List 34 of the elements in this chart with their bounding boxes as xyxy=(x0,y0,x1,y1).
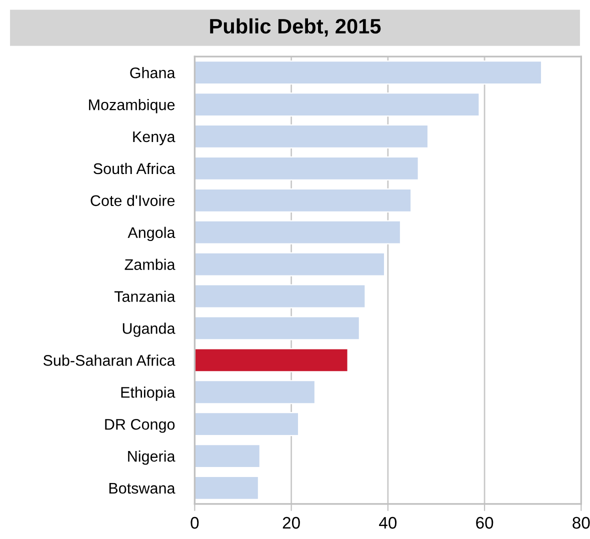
bar xyxy=(194,412,300,436)
x-tick-label: 60 xyxy=(476,516,494,529)
x-tick-label: 20 xyxy=(282,516,300,529)
y-tick-label: DR Congo xyxy=(105,418,175,433)
x-tick-label: 0 xyxy=(190,516,199,529)
y-tick-label: Sub-Saharan Africa xyxy=(43,354,176,366)
bar xyxy=(194,92,480,117)
y-tick-label: Nigeria xyxy=(128,450,176,465)
bar xyxy=(194,124,429,149)
y-tick-label: Uganda xyxy=(122,322,176,337)
y-tick-label: Ethiopia xyxy=(121,386,176,401)
y-tick-label: Mozambique xyxy=(89,98,175,114)
x-tick-label: 40 xyxy=(379,516,397,529)
y-tick-label: Angola xyxy=(128,226,176,242)
y-tick-label: Zambia xyxy=(124,258,176,270)
y-tick-label: Ghana xyxy=(130,67,176,78)
y-tick-label: South Africa xyxy=(94,162,176,174)
bar xyxy=(194,316,360,340)
chart-title: Public Debt, 2015 xyxy=(210,18,381,37)
bar xyxy=(194,476,260,500)
y-tick-label: Tanzania xyxy=(114,290,176,302)
bar xyxy=(194,188,412,212)
y-tick-label: Cote d'Ivoire xyxy=(90,194,175,206)
bar xyxy=(194,444,260,468)
x-tick-label: 80 xyxy=(572,516,590,529)
bar xyxy=(194,60,542,85)
y-tick-label: Kenya xyxy=(133,132,176,146)
bar xyxy=(194,380,316,404)
bar xyxy=(194,156,419,180)
y-tick-label: Botswana xyxy=(109,483,176,494)
bar xyxy=(194,348,348,372)
bar xyxy=(194,252,386,276)
bar xyxy=(194,284,366,308)
bar xyxy=(194,220,402,244)
